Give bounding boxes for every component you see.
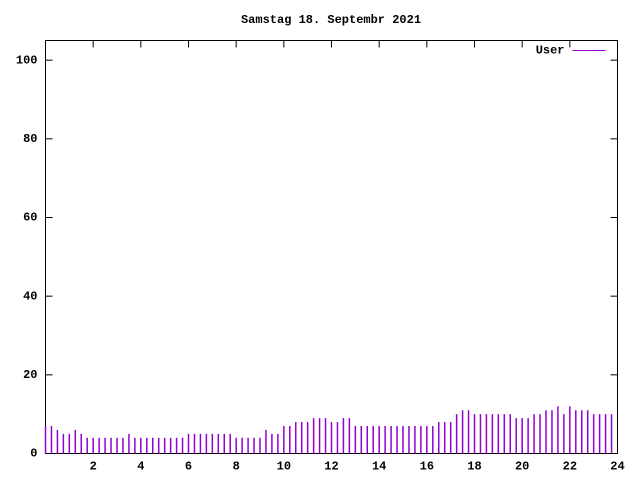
x-tick-label: 10 <box>277 460 291 474</box>
y-tick-label: 20 <box>23 368 37 382</box>
legend-label: User <box>536 44 565 58</box>
x-tick-label: 4 <box>137 460 144 474</box>
x-tick-label: 12 <box>324 460 338 474</box>
x-tick-label: 8 <box>233 460 240 474</box>
x-tick-label: 24 <box>610 460 624 474</box>
x-tick-label: 6 <box>185 460 192 474</box>
y-tick-label: 0 <box>30 447 37 461</box>
y-tick-label: 100 <box>16 53 38 67</box>
y-tick-label: 40 <box>23 289 37 303</box>
x-tick-label: 20 <box>515 460 529 474</box>
chart-title: Samstag 18. Septembr 2021 <box>241 13 421 27</box>
y-tick-label: 60 <box>23 211 37 225</box>
x-tick-label: 16 <box>420 460 434 474</box>
x-tick-label: 18 <box>467 460 481 474</box>
x-tick-label: 14 <box>372 460 386 474</box>
y-tick-label: 80 <box>23 132 37 146</box>
x-tick-label: 2 <box>90 460 97 474</box>
x-tick-label: 22 <box>563 460 577 474</box>
